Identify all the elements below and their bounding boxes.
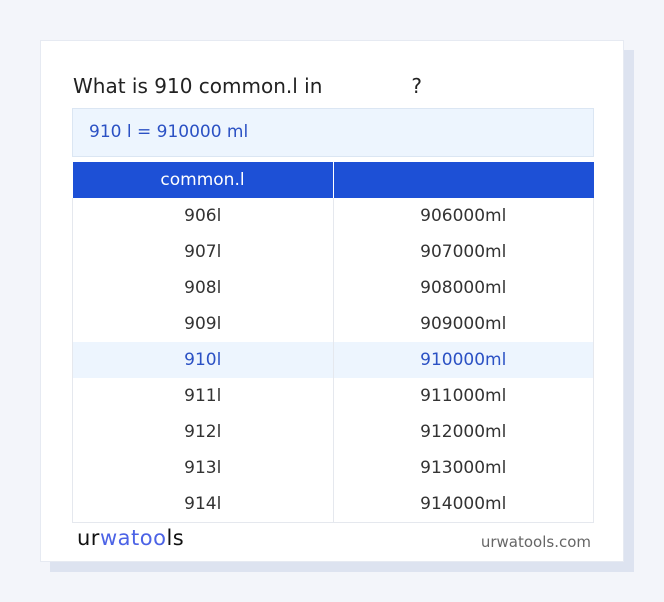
ml-value: 906000ml	[332, 198, 594, 234]
liter-value: 912l	[72, 414, 334, 450]
table-row: 911l 911000ml	[72, 378, 594, 414]
liter-value: 911l	[72, 378, 334, 414]
table-row: 914l 914000ml	[72, 486, 594, 523]
table-row: 908l 908000ml	[72, 270, 594, 306]
ml-value: 913000ml	[332, 450, 594, 486]
ml-value: 910000ml	[332, 342, 594, 378]
liter-value: 913l	[72, 450, 334, 486]
liter-value: 906l	[72, 198, 334, 234]
liter-value: 914l	[72, 486, 334, 523]
table-row: 909l 909000ml	[72, 306, 594, 342]
column-header-from: common.l	[72, 162, 333, 198]
converter-card: What is 910 common.l in ? 910 l = 910000…	[40, 40, 624, 562]
conversion-table: common.l 906l 906000ml 907l 907000ml 908l 908…	[72, 162, 594, 523]
table-row: 912l 912000ml	[72, 414, 594, 450]
ml-value: 914000ml	[332, 486, 594, 523]
site-link[interactable]: urwatools.com	[480, 533, 591, 551]
table-row: 910l 910000ml	[72, 342, 594, 378]
column-header-to	[332, 162, 594, 198]
ml-value: 908000ml	[332, 270, 594, 306]
ml-value: 912000ml	[332, 414, 594, 450]
ml-value: 909000ml	[332, 306, 594, 342]
liter-value: 909l	[72, 306, 334, 342]
liter-value: 908l	[72, 270, 334, 306]
liter-value: 910l	[72, 342, 334, 378]
question-title: What is 910 common.l in ?	[73, 74, 423, 98]
liter-value: 907l	[72, 234, 334, 270]
table-row: 907l 907000ml	[72, 234, 594, 270]
urwatools-logo[interactable]: urwatools	[77, 526, 185, 550]
table-row: 906l 906000ml	[72, 198, 594, 234]
conversion-result: 910 l = 910000 ml	[72, 108, 594, 157]
ml-value: 911000ml	[332, 378, 594, 414]
ml-value: 907000ml	[332, 234, 594, 270]
table-row: 913l 913000ml	[72, 450, 594, 486]
